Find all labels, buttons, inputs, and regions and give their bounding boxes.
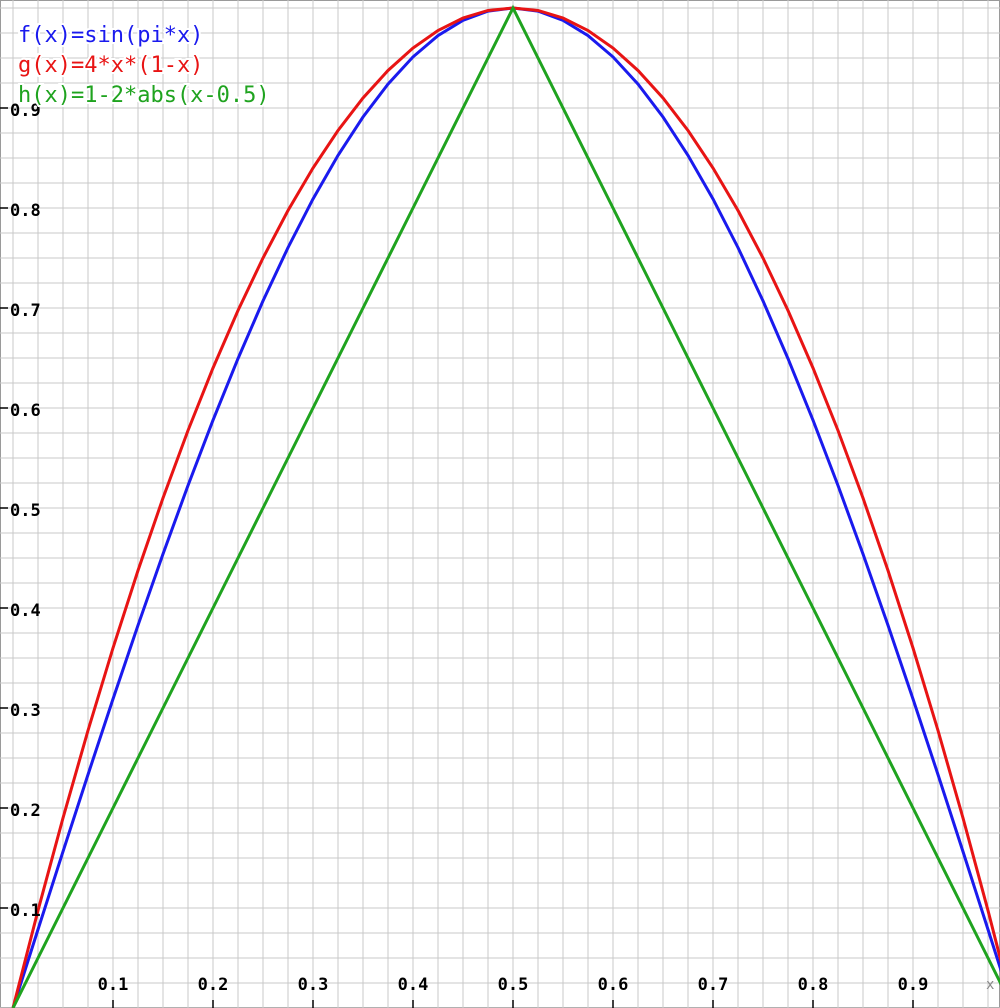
- y-tick-label: 0.1: [10, 901, 41, 921]
- legend: f(x)=sin(pi*x) g(x)=4*x*(1-x) h(x)=1-2*abs…: [16, 21, 272, 110]
- lines: [11, 4, 1000, 1008]
- y-tick-label: 0.3: [10, 701, 41, 721]
- x-tick-label: 0.9: [898, 975, 929, 995]
- y-tick-label: 0.8: [10, 201, 41, 221]
- y-tick-label: 0.7: [10, 301, 41, 321]
- y-tick-label: 0.6: [10, 401, 41, 421]
- x-tick-label: 0.6: [598, 975, 629, 995]
- legend-entry: h(x)=1-2*abs(x-0.5): [18, 83, 270, 108]
- axes: 0.1 0.2 0.3 0.4 0.5 0.6 0.7 0.8 0.9 0.1 0.2 0.3 0.4 0…: [0, 101, 994, 1008]
- x-tick-label: 0.4: [398, 975, 429, 995]
- y-tick-label: 0.2: [10, 801, 41, 821]
- x-axis-label: x: [986, 977, 994, 993]
- x-tick-label: 0.2: [198, 975, 229, 995]
- series-line: [11, 4, 1000, 1008]
- y-tick-label: 0.9: [10, 101, 41, 121]
- x-tick-label: 0.8: [798, 975, 829, 995]
- x-tick-label: 0.7: [698, 975, 729, 995]
- y-tick-label: 0.5: [10, 501, 41, 521]
- y-tick-label: 0.4: [10, 601, 41, 621]
- x-tick-label: 0.3: [298, 975, 329, 995]
- legend-entry: f(x)=sin(pi*x): [18, 23, 203, 48]
- x-tick-label: 0.1: [98, 975, 129, 995]
- x-tick-label: 0.5: [498, 975, 529, 995]
- legend-entry: g(x)=4*x*(1-x): [18, 53, 203, 78]
